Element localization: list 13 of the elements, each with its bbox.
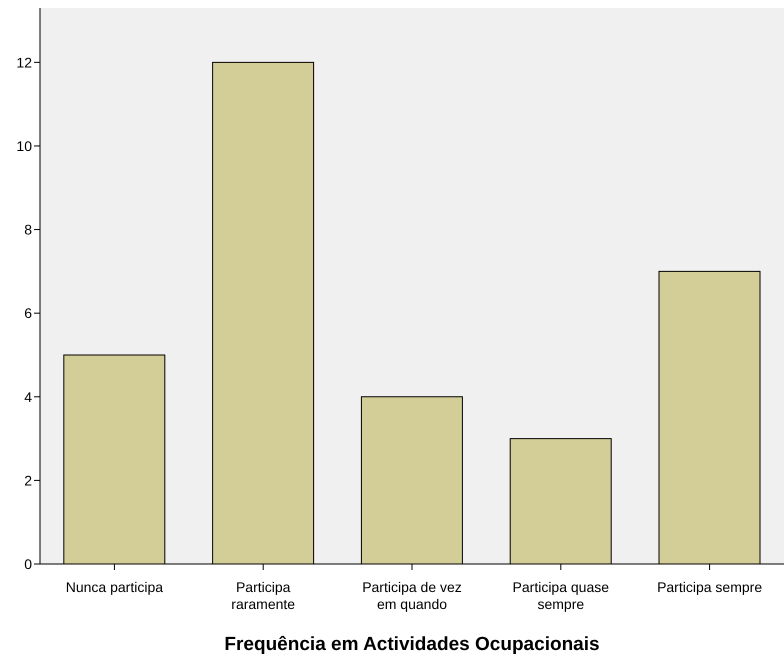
y-tick-label: 4 [24, 388, 32, 405]
x-axis-title: Frequência em Actividades Ocupacionais [224, 634, 600, 654]
y-tick-label: 2 [24, 472, 32, 488]
y-tick-label: 10 [16, 138, 32, 154]
y-tick-label: 12 [16, 54, 32, 70]
x-tick-label: Participa raramente [231, 578, 296, 612]
y-tick-label: 8 [24, 222, 32, 238]
x-tick-label: Participa quase sempre [512, 578, 610, 612]
y-tick-label: 6 [24, 305, 32, 322]
x-tick-label: Nunca participa [66, 578, 164, 595]
x-tick-label: Participa de vez em quando [362, 578, 462, 612]
x-tick-label: Participa sempre [657, 578, 762, 595]
y-tick-label: 0 [24, 556, 32, 572]
